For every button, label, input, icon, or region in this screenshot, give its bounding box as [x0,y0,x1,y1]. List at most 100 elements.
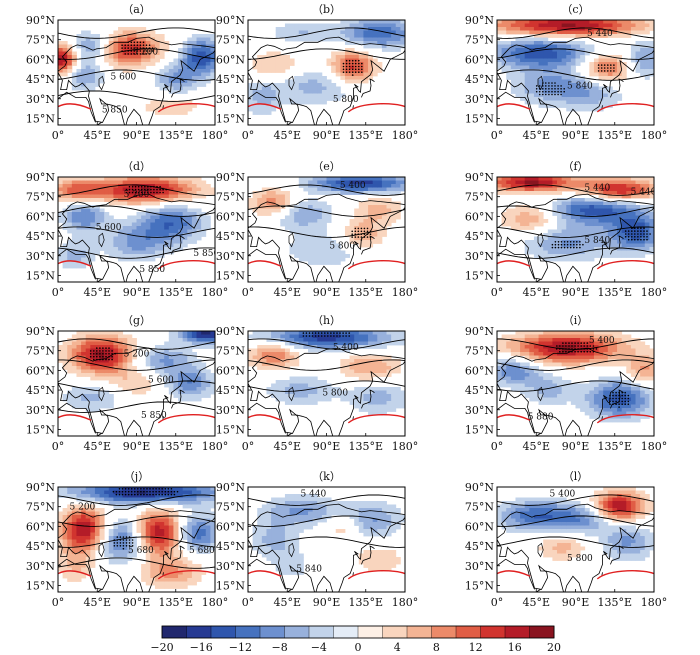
anomaly-cell [178,55,184,59]
anomaly-cell [630,184,636,188]
anomaly-cell [603,219,609,223]
anomaly-cell [275,348,281,353]
anomaly-cell [354,401,360,405]
anomaly-cell [580,180,586,185]
anomaly-cell [76,247,82,251]
anomaly-cell [368,205,374,209]
anomaly-cell [67,212,73,216]
anomaly-cell [584,83,590,87]
anomaly-cell [381,373,387,377]
anomaly-cell [85,30,91,35]
anomaly-cell [289,401,295,405]
anomaly-cell [589,243,595,248]
anomaly-cell [94,338,100,342]
anomaly-cell [510,51,516,56]
anomaly-cell [566,55,572,59]
anomaly-cell [386,334,392,339]
anomaly-cell [649,215,654,220]
anomaly-cell [81,254,87,258]
lake-outline [537,75,544,91]
significance-dot [634,227,636,229]
coastline [248,36,405,72]
anomaly-cell [168,387,174,391]
anomaly-cell [515,187,521,192]
anomaly-cell [196,41,202,45]
anomaly-cell [580,20,586,24]
significance-dot [576,243,578,246]
anomaly-cell [552,212,558,216]
significance-dot [607,70,609,72]
anomaly-cell [368,408,374,412]
anomaly-cell [501,191,507,195]
anomaly-cell [294,331,300,335]
anomaly-cell [603,212,609,216]
anomaly-cell [127,387,133,391]
significance-dot [357,230,360,233]
anomaly-cell [85,240,91,244]
anomaly-cell [575,233,581,237]
anomaly-cell [62,243,68,248]
anomaly-cell [506,334,512,339]
anomaly-cell [570,100,576,105]
significance-dot [560,85,562,87]
anomaly-cell [649,229,654,234]
anomaly-cell [275,90,281,94]
anomaly-cell [154,177,160,181]
anomaly-cell [515,348,521,353]
anomaly-cell [164,72,170,77]
anomaly-cell [501,177,507,181]
anomaly-cell [538,93,544,98]
anomaly-cell [589,229,595,234]
anomaly-cell [612,65,618,70]
significance-dot [342,68,345,71]
anomaly-cell [538,58,544,63]
anomaly-cell [617,62,623,66]
anomaly-cell [607,229,613,234]
anomaly-cell [303,90,309,94]
anomaly-cell [377,187,383,192]
anomaly-cell [136,247,142,251]
anomaly-cell [557,191,563,195]
anomaly-cell [113,229,119,234]
anomaly-cell [298,37,304,42]
anomaly-cell [570,30,576,35]
anomaly-cell [510,334,516,339]
anomaly-cell [635,194,641,199]
significance-dot [142,50,145,52]
x-tick-label: 90°E [313,286,341,299]
anomaly-cell [497,48,503,52]
anomaly-cell [529,44,535,49]
anomaly-cell [294,334,300,339]
anomaly-cell [368,76,374,80]
anomaly-cell [154,236,160,241]
anomaly-cell [547,83,553,87]
anomaly-cell [381,404,387,409]
anomaly-cell [368,226,374,230]
anomaly-cell [561,41,567,45]
anomaly-cell [150,219,156,223]
anomaly-cell [321,341,327,346]
anomaly-cell [168,215,174,220]
anomaly-cell [524,65,530,70]
anomaly-cell [127,369,133,374]
anomaly-cell [363,187,369,192]
significance-dot [130,47,133,49]
anomaly-cell [90,86,96,91]
y-tick-label: 30°N [26,93,55,106]
anomaly-cell [248,93,254,98]
anomaly-cell [210,187,215,192]
anomaly-cell [607,243,613,248]
anomaly-cell [317,334,323,339]
anomaly-cell [257,362,263,367]
anomaly-cell [131,62,137,66]
anomaly-cell [113,366,119,370]
anomaly-cell [62,222,68,227]
anomaly-cell [621,184,627,188]
anomaly-cell [349,390,355,395]
anomaly-cell [284,58,290,63]
anomaly-cell [210,76,215,80]
significance-dot [302,335,305,337]
anomaly-cell [533,208,539,213]
anomaly-cell [524,191,530,195]
anomaly-cell [520,27,526,31]
